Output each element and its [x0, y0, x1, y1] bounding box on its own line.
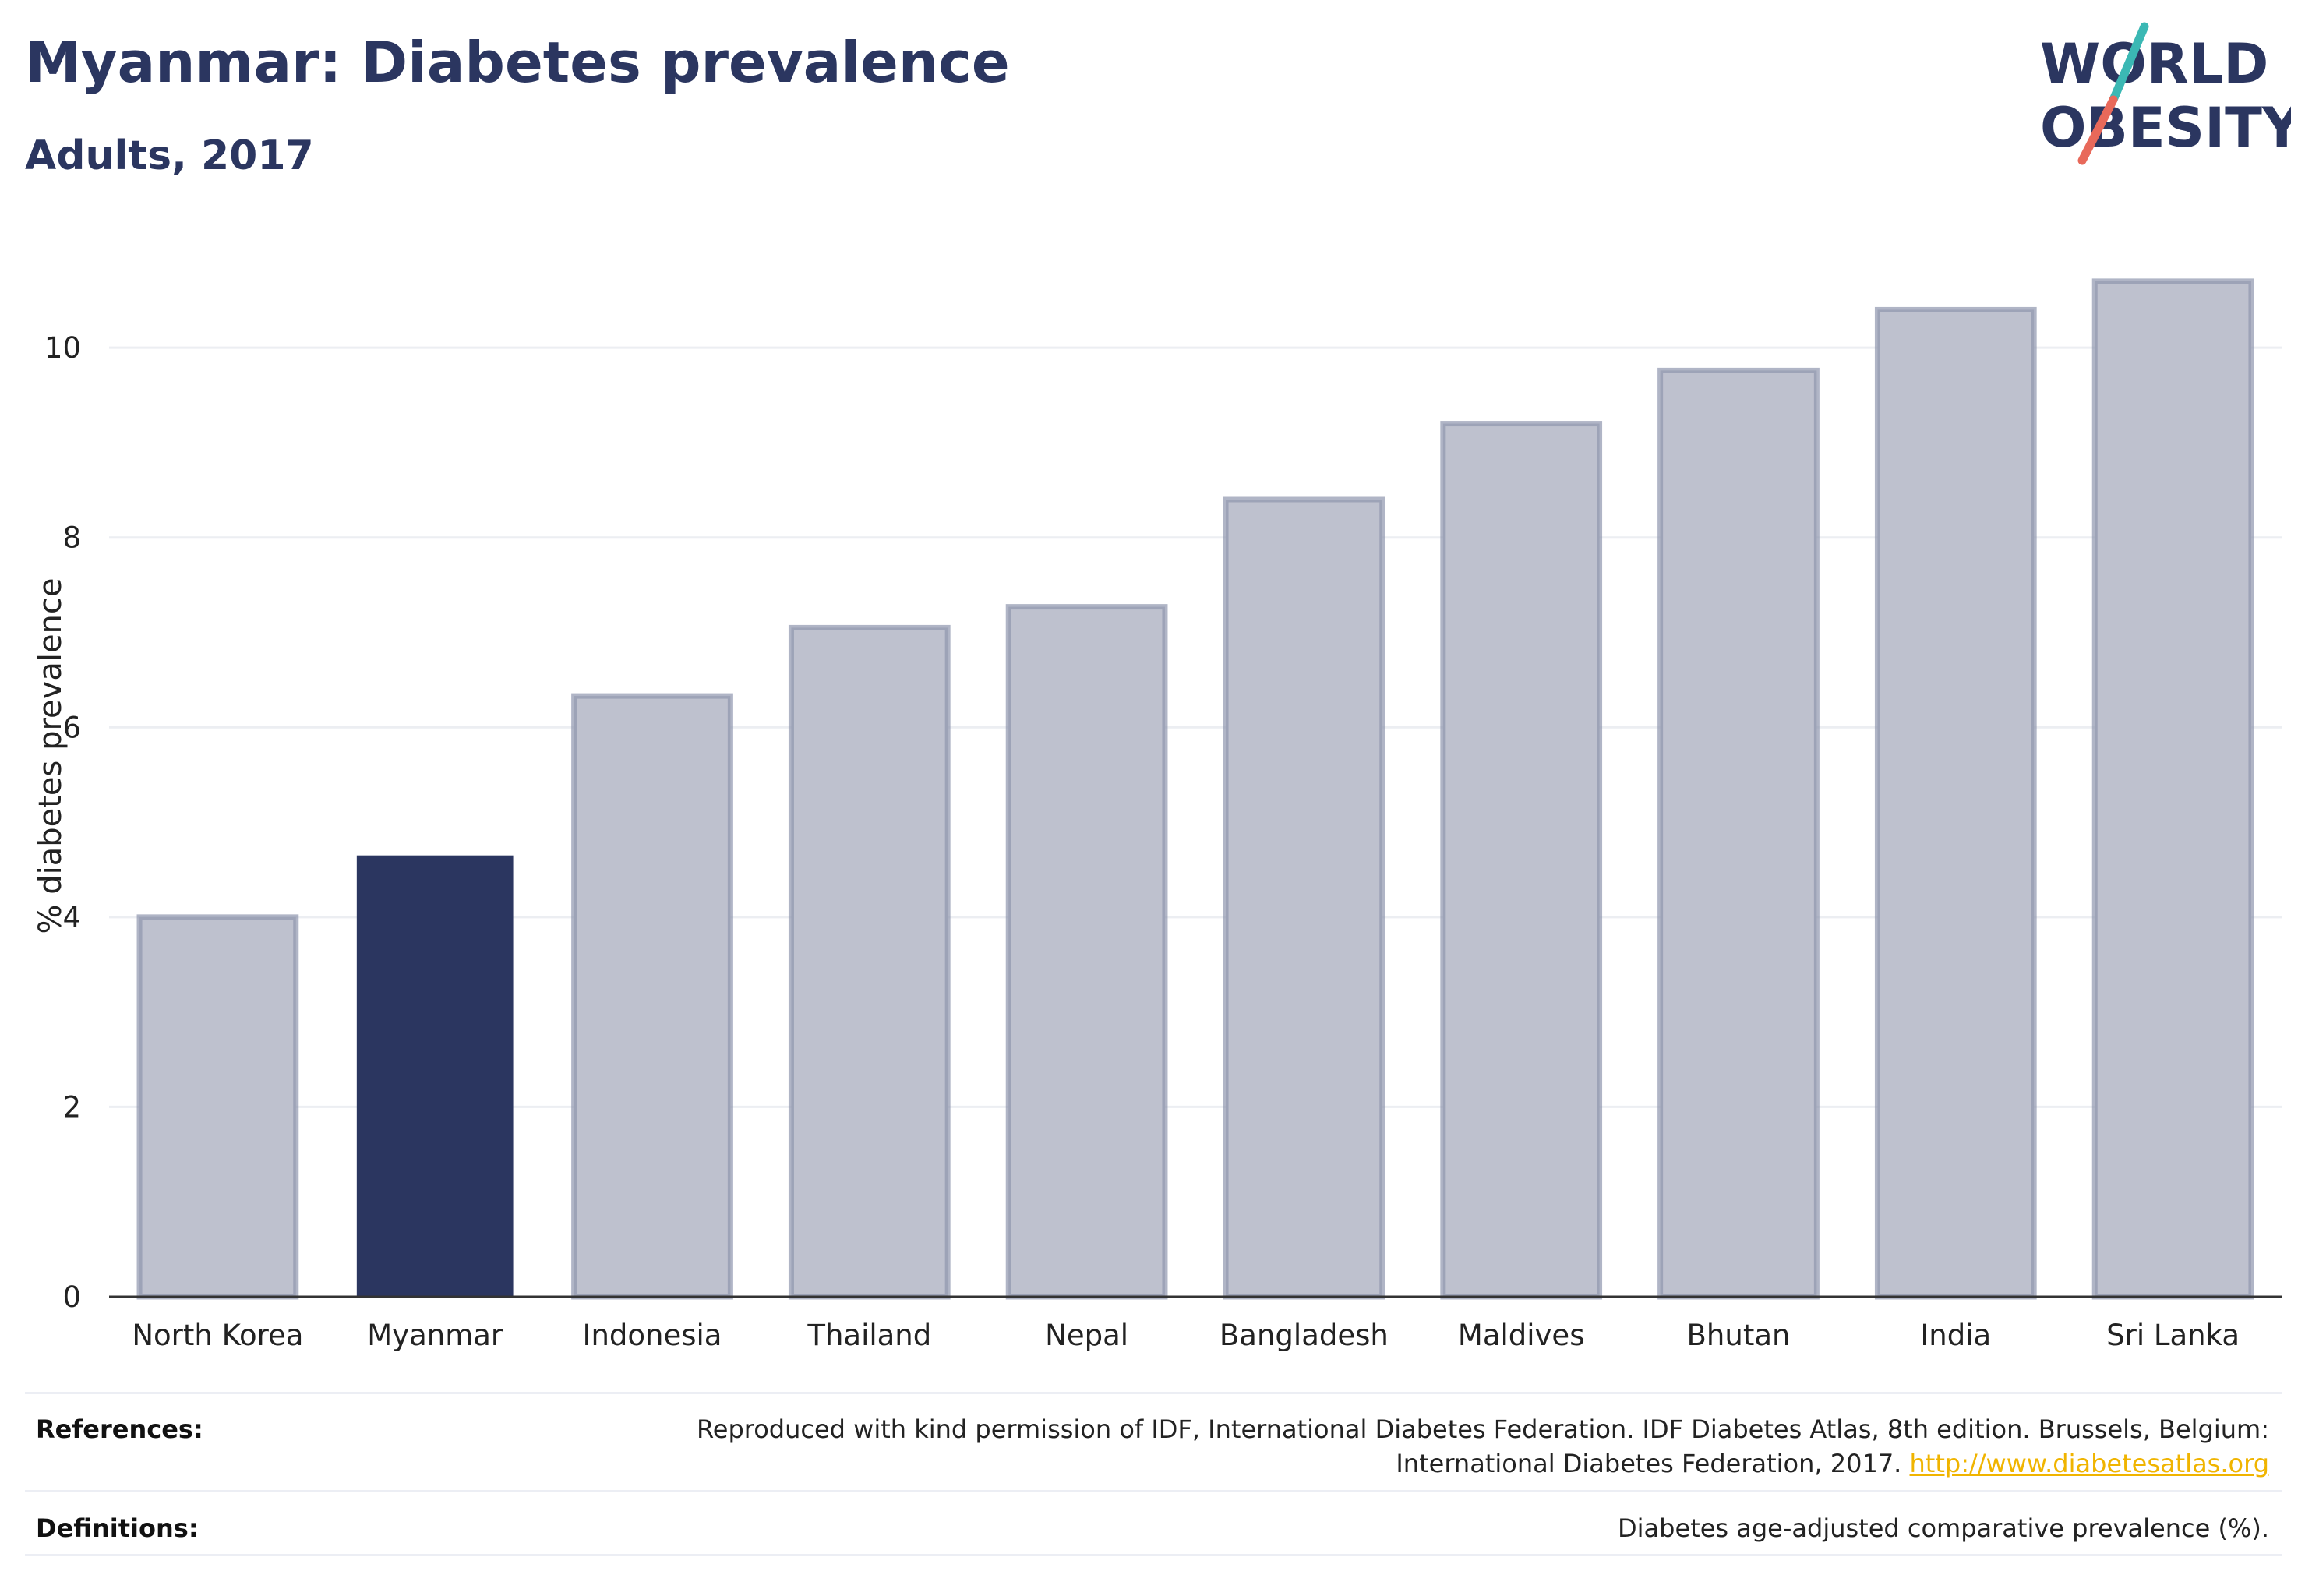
x-tick-label: Bangladesh	[1220, 1319, 1389, 1352]
world-obesity-logo: WORLD OBESITY	[2040, 22, 2291, 165]
bar-sri-lanka	[2091, 278, 2254, 1300]
y-tick-label: 2	[62, 1090, 81, 1124]
x-tick-label: Nepal	[1045, 1319, 1128, 1352]
definitions-label: Definitions:	[36, 1513, 199, 1543]
references-text-line2: International Diabetes Federation, 2017.	[1396, 1449, 1902, 1478]
logo-slash-top	[2109, 22, 2149, 104]
logo-line1: WORLD	[2040, 32, 2268, 96]
bar-nepal	[1005, 604, 1168, 1300]
bar-thailand	[788, 624, 951, 1300]
chart-subtitle: Adults, 2017	[25, 132, 314, 179]
x-tick-label: North Korea	[132, 1319, 303, 1352]
bars	[136, 278, 2254, 1300]
x-tick-labels: North Korea Myanmar Indonesia Thailand Nepal…	[132, 1319, 2240, 1352]
logo-slash-bottom	[2077, 95, 2118, 165]
y-tick-label: 8	[62, 521, 81, 555]
x-tick-label: India	[1920, 1319, 1991, 1352]
bar-bangladesh	[1223, 496, 1385, 1300]
x-tick-label: Thailand	[807, 1319, 931, 1352]
chart-title: Myanmar: Diabetes prevalence	[25, 30, 1010, 95]
y-axis-title: % diabetes prevalence	[33, 577, 69, 934]
x-tick-label: Maldives	[1458, 1319, 1585, 1352]
definitions-text: Diabetes age-adjusted comparative preval…	[1618, 1513, 2269, 1543]
bar-myanmar	[356, 855, 514, 1297]
y-tick-label: 10	[44, 331, 81, 365]
y-tick-label: 4	[62, 901, 81, 934]
footer-divider-middle	[25, 1490, 2282, 1492]
bar-north-korea	[136, 914, 299, 1300]
references-link[interactable]: http://www.diabetesatlas.org	[1909, 1449, 2269, 1478]
bar-chart: 0 2 4 6 8 10 North Korea Myanmar Indonesia Thail…	[33, 278, 2282, 1352]
bar-indonesia	[571, 693, 733, 1300]
x-tick-label: Sri Lanka	[2106, 1319, 2240, 1352]
x-tick-label: Indonesia	[583, 1319, 722, 1352]
logo-line2: OBESITY	[2040, 96, 2291, 160]
bar-india	[1874, 306, 2037, 1300]
references-text: Reproduced with kind permission of IDF, …	[594, 1412, 2269, 1481]
bar-bhutan	[1657, 367, 1820, 1300]
footer-divider-bottom	[25, 1554, 2282, 1556]
references-label: References:	[36, 1414, 203, 1444]
y-tick-label: 6	[62, 711, 81, 744]
footer-divider-top	[25, 1392, 2282, 1394]
x-tick-label: Bhutan	[1687, 1319, 1791, 1352]
y-tick-labels: 0 2 4 6 8 10	[44, 331, 81, 1314]
bar-maldives	[1440, 421, 1603, 1300]
y-tick-label: 0	[62, 1280, 81, 1314]
references-text-line1: Reproduced with kind permission of IDF, …	[696, 1414, 2269, 1444]
x-tick-label: Myanmar	[367, 1319, 503, 1352]
